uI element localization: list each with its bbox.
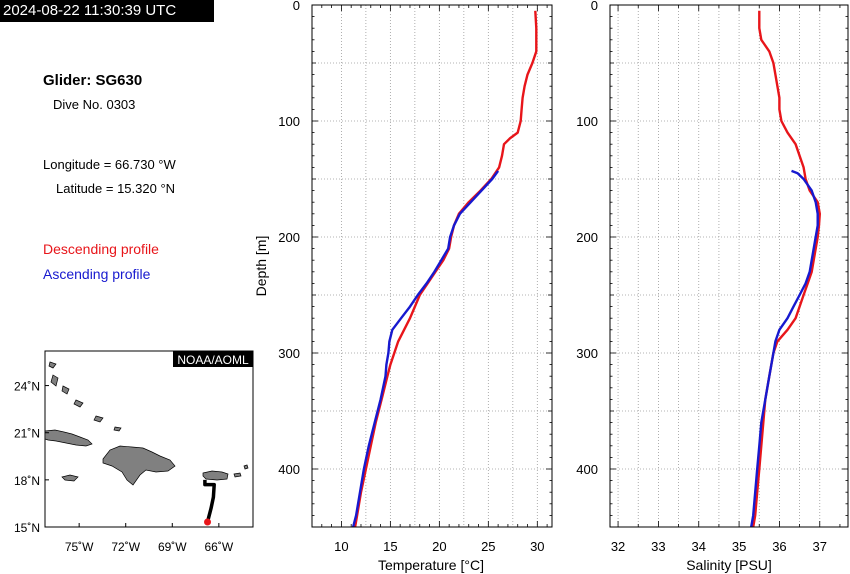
bahamas-south	[73, 399, 84, 408]
map-badge-background	[173, 351, 253, 367]
dive-number: Dive No. 0303	[53, 97, 136, 112]
map-lat-tick-label: 15˚N	[14, 521, 40, 535]
salinity-x-tick-label: 33	[651, 539, 665, 554]
temperature-grid	[312, 5, 552, 527]
legend-descending: Descending profile	[43, 241, 159, 257]
map-lon-tick-label: 69˚W	[158, 540, 187, 554]
temperature-x-tick-label: 30	[530, 539, 544, 554]
depth-axis-title: Depth [m]	[253, 236, 269, 297]
virgin-islands	[233, 472, 242, 478]
cuba-island	[44, 429, 93, 447]
bahamas-central	[61, 385, 70, 395]
temperature-axis-title: Temperature [°C]	[378, 557, 484, 573]
salinity-ticks: 0 100 200 300 400 32 33 34 35 36 37	[576, 0, 848, 554]
temperature-depth-tick-label: 200	[278, 230, 300, 245]
temperature-depth-tick-label: 300	[278, 346, 300, 361]
temperature-plot-frame	[311, 4, 553, 528]
temperature-depth-tick-label: 100	[278, 114, 300, 129]
map-tick-labels: 75˚W 72˚W 69˚W 66˚W 24˚N 21˚N 18˚N 15˚N	[14, 380, 234, 554]
bahamas-north	[48, 361, 57, 369]
map-land	[44, 361, 249, 486]
glider-track	[203, 479, 216, 523]
salinity-x-tick-label: 34	[692, 539, 706, 554]
salinity-depth-tick-label: 300	[576, 346, 598, 361]
temperature-x-tick-label: 10	[334, 539, 348, 554]
map-lon-tick-label: 66˚W	[205, 540, 234, 554]
temperature-x-tick-label: 20	[432, 539, 446, 554]
temperature-x-tick-label: 15	[383, 539, 397, 554]
salinity-depth-tick-label: 200	[576, 230, 598, 245]
salinity-plot-frame	[609, 4, 849, 528]
longitude-readout: Longitude = 66.730 °W	[43, 157, 176, 172]
salinity-depth-tick-label: 0	[591, 0, 598, 13]
salinity-x-tick-label: 35	[732, 539, 746, 554]
temperature-profile-chart: 0 100 200 300 400 10 15 20 25 30 Temperature [°C]…	[253, 0, 553, 573]
temperature-ticks: 0 100 200 300 400 10 15 20 25 30	[278, 0, 552, 554]
salinity-x-tick-label: 37	[813, 539, 827, 554]
location-map: NOAA/AOML 75˚W 72˚W 69˚W 66˚W 24˚N 21˚N 18˚N 15…	[14, 350, 254, 554]
temperature-depth-tick-label: 0	[293, 0, 300, 13]
salinity-depth-tick-label: 100	[576, 114, 598, 129]
jamaica-island	[61, 474, 79, 482]
glider-name: Glider: SG630	[43, 72, 143, 89]
legend-ascending: Ascending profile	[43, 266, 151, 282]
turks-caicos	[113, 426, 122, 432]
salinity-ascending-line	[750, 169, 819, 528]
lesser-antilles	[243, 464, 249, 470]
map-lon-tick-label: 75˚W	[65, 540, 94, 554]
latitude-readout: Latitude = 15.320 °N	[56, 181, 176, 196]
map-lon-tick-label: 72˚W	[111, 540, 140, 554]
temperature-x-tick-label: 25	[481, 539, 495, 554]
salinity-x-tick-label: 32	[611, 539, 625, 554]
hispaniola-island	[102, 445, 176, 486]
salinity-x-tick-label: 36	[772, 539, 786, 554]
bahamas-inagua	[93, 415, 104, 423]
map-lat-tick-label: 24˚N	[14, 380, 40, 394]
salinity-series	[750, 10, 821, 528]
timestamp-banner: 2024-08-22 11:30:39 UTC	[0, 0, 214, 22]
puerto-rico-island	[202, 470, 229, 481]
salinity-axis-title: Salinity [PSU]	[686, 557, 772, 573]
temperature-depth-tick-label: 400	[278, 462, 300, 477]
temperature-ascending-line	[351, 170, 500, 528]
map-lat-tick-label: 21˚N	[14, 427, 40, 441]
salinity-depth-tick-label: 400	[576, 462, 598, 477]
glider-track-layer	[203, 479, 216, 526]
salinity-profile-chart: 0 100 200 300 400 32 33 34 35 36 37 Salinity [PSU]	[576, 0, 849, 573]
glider-position-marker	[204, 518, 212, 526]
map-badge: NOAA/AOML	[177, 353, 249, 367]
temperature-series	[351, 10, 538, 528]
temperature-descending-line	[353, 10, 538, 528]
bahamas-andros	[50, 374, 59, 387]
map-lat-tick-label: 18˚N	[14, 474, 40, 488]
